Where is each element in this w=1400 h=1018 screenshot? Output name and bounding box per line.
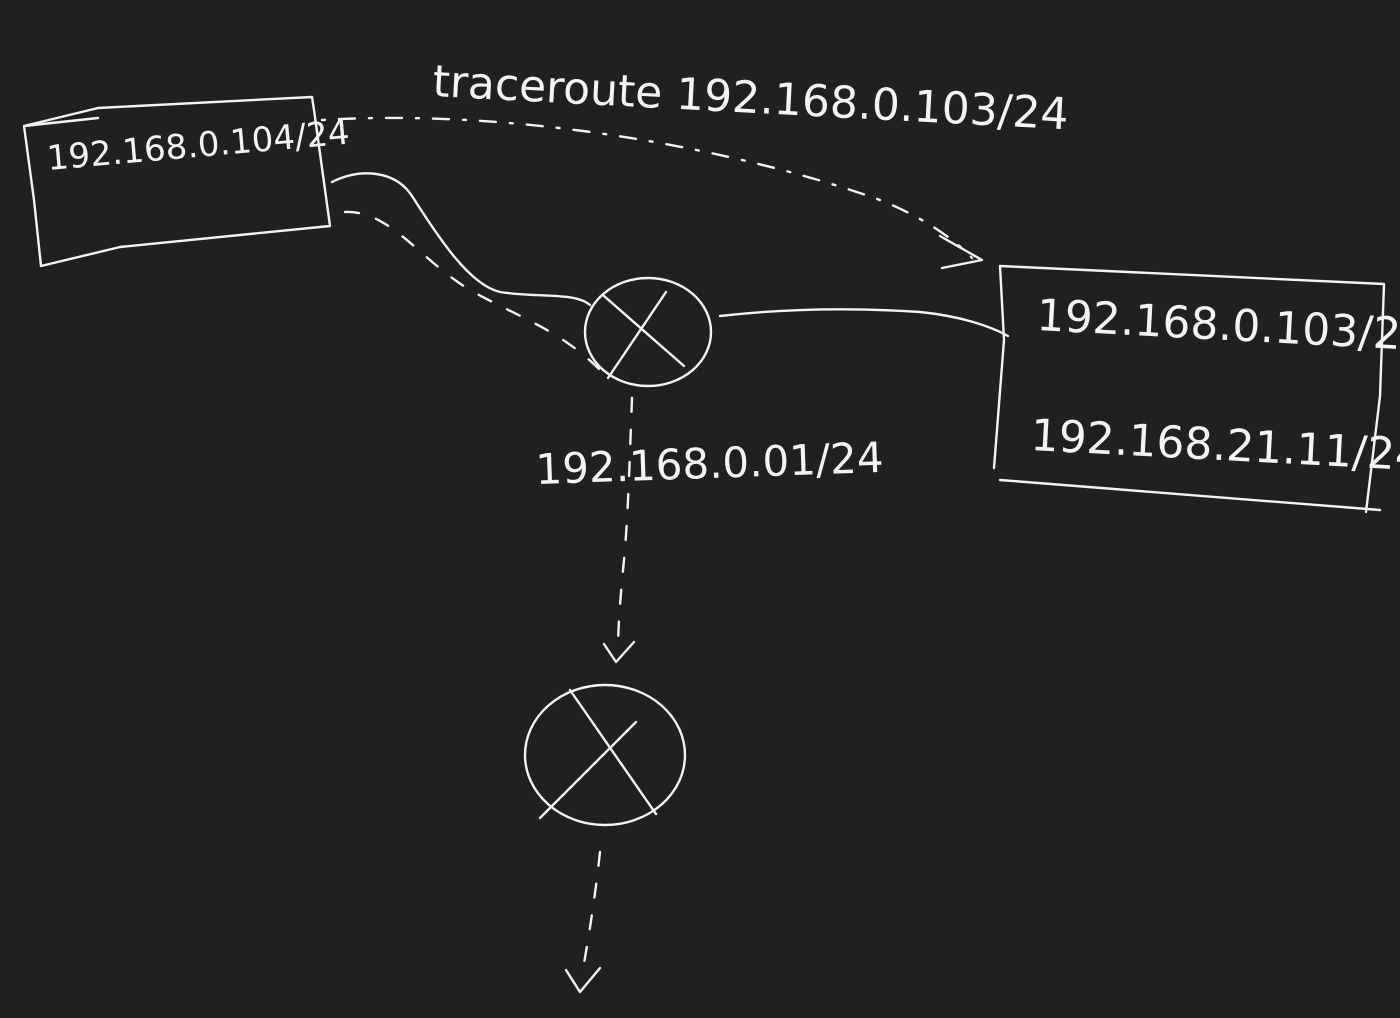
source-host-box xyxy=(22,95,332,268)
destination-host-box xyxy=(992,264,1386,514)
link-source-to-gateway xyxy=(330,172,592,307)
gateway-router: 192.168.0.01/24 xyxy=(535,276,885,494)
gateway-router-ip: 192.168.0.01/24 xyxy=(535,433,885,494)
destination-host-ip-2: 192.168.21.11/24 xyxy=(1029,410,1400,481)
router-icon xyxy=(523,683,687,827)
destination-host-ip-1: 192.168.0.103/24 xyxy=(1035,290,1400,361)
trace-source-to-gateway xyxy=(343,210,602,372)
trace-gateway-to-next-hop xyxy=(616,396,634,652)
router-icon xyxy=(583,276,713,388)
arrow-onward-icon xyxy=(564,966,602,994)
next-hop-router xyxy=(523,683,687,827)
traceroute-command-label: traceroute 192.168.0.103/24 xyxy=(431,56,1069,140)
traceroute-path-arrow xyxy=(320,116,974,260)
traceroute-arrowhead-icon xyxy=(938,234,984,270)
source-host-ip: 192.168.0.104/24 xyxy=(45,113,351,179)
link-gateway-to-destination xyxy=(718,308,1010,338)
arrow-to-next-hop-icon xyxy=(602,640,636,664)
destination-host: 192.168.0.103/24 192.168.21.11/24 xyxy=(992,264,1400,514)
source-host: 192.168.0.104/24 xyxy=(22,95,351,268)
trace-beyond-next-hop xyxy=(580,850,602,977)
